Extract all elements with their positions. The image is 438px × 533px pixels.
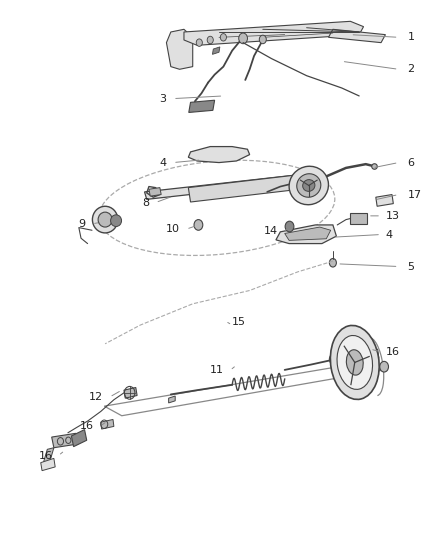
Ellipse shape (337, 335, 373, 390)
Text: 5: 5 (407, 262, 414, 271)
Circle shape (285, 221, 294, 232)
Circle shape (259, 35, 266, 44)
Polygon shape (350, 213, 367, 224)
Polygon shape (189, 100, 215, 112)
Ellipse shape (98, 212, 112, 227)
Text: 1: 1 (407, 33, 414, 42)
Polygon shape (41, 458, 55, 471)
Text: 3: 3 (159, 94, 166, 103)
Polygon shape (124, 387, 137, 398)
Polygon shape (166, 29, 193, 69)
Ellipse shape (110, 215, 121, 227)
Ellipse shape (92, 206, 118, 233)
Text: 10: 10 (166, 224, 180, 234)
Polygon shape (188, 175, 300, 202)
Polygon shape (145, 175, 300, 199)
Circle shape (196, 39, 202, 46)
Circle shape (207, 36, 213, 44)
Polygon shape (101, 419, 114, 429)
Ellipse shape (297, 174, 321, 197)
Circle shape (194, 220, 203, 230)
Ellipse shape (303, 180, 315, 191)
Polygon shape (71, 430, 87, 447)
Polygon shape (43, 448, 54, 464)
Text: 4: 4 (385, 230, 392, 239)
Text: 9: 9 (78, 219, 85, 229)
Circle shape (329, 259, 336, 267)
Circle shape (220, 34, 226, 41)
Text: 14: 14 (264, 226, 278, 236)
Polygon shape (368, 349, 379, 361)
Text: 13: 13 (385, 211, 399, 221)
Polygon shape (184, 21, 364, 45)
Polygon shape (276, 225, 336, 244)
Text: 4: 4 (159, 158, 166, 167)
Circle shape (380, 361, 389, 372)
Text: 6: 6 (407, 158, 414, 167)
Text: 16: 16 (385, 347, 399, 357)
Polygon shape (285, 227, 331, 240)
Text: 16: 16 (39, 451, 53, 461)
Circle shape (329, 354, 338, 365)
Polygon shape (328, 29, 385, 43)
Ellipse shape (289, 166, 328, 205)
Text: 15: 15 (232, 318, 246, 327)
Text: 11: 11 (209, 366, 223, 375)
Text: 16: 16 (80, 422, 94, 431)
Text: 2: 2 (407, 64, 414, 74)
Polygon shape (169, 396, 175, 403)
Polygon shape (149, 188, 161, 196)
Polygon shape (212, 47, 220, 54)
Polygon shape (376, 195, 393, 206)
Ellipse shape (330, 326, 379, 399)
Text: 17: 17 (407, 190, 421, 199)
Polygon shape (52, 433, 78, 448)
Text: 12: 12 (89, 392, 103, 402)
Polygon shape (188, 147, 250, 163)
Text: 8: 8 (142, 198, 149, 207)
Circle shape (239, 33, 247, 44)
Ellipse shape (346, 350, 363, 375)
